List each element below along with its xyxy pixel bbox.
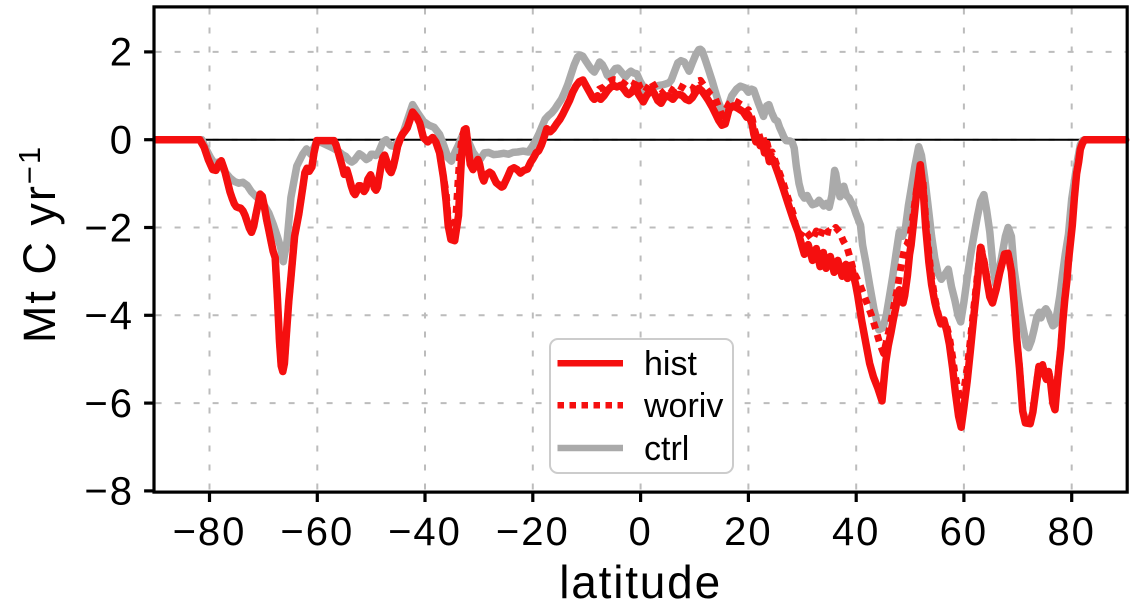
svg-text:woriv: woriv: [643, 387, 723, 425]
svg-text:80: 80: [1047, 510, 1096, 554]
svg-text:60: 60: [940, 510, 989, 554]
svg-text:−6: −6: [84, 382, 134, 426]
svg-text:−4: −4: [84, 294, 134, 338]
svg-text:−2: −2: [84, 206, 134, 250]
svg-text:20: 20: [724, 510, 773, 554]
svg-text:−40: −40: [388, 510, 462, 554]
svg-text:0: 0: [110, 119, 134, 163]
svg-text:40: 40: [832, 510, 881, 554]
svg-text:0: 0: [628, 510, 652, 554]
svg-text:−8: −8: [84, 470, 134, 514]
svg-text:latitude: latitude: [559, 556, 722, 608]
svg-text:−80: −80: [173, 510, 247, 554]
svg-text:2: 2: [110, 31, 134, 75]
svg-text:−60: −60: [280, 510, 354, 554]
svg-text:hist: hist: [644, 345, 697, 383]
svg-text:−20: −20: [496, 510, 570, 554]
svg-text:ctrl: ctrl: [644, 430, 689, 468]
